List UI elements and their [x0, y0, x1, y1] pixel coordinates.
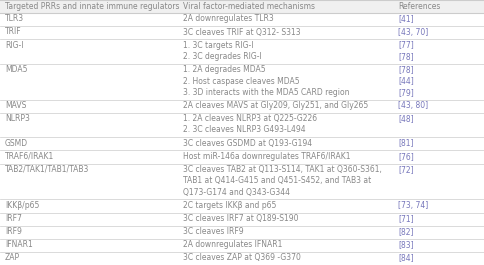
Text: [78]: [78] [398, 65, 414, 74]
Text: [43, 80]: [43, 80] [398, 101, 428, 110]
Bar [0, 0, 484, 13]
Text: [43, 70]: [43, 70] [398, 28, 428, 37]
Text: TLR3: TLR3 [5, 14, 24, 23]
Text: Viral factor-mediated mechanisms: Viral factor-mediated mechanisms [183, 2, 315, 11]
Text: RIG-I: RIG-I [5, 41, 24, 50]
Text: [48]: [48] [398, 114, 414, 123]
Text: 3C cleaves GSDMD at Q193-G194: 3C cleaves GSDMD at Q193-G194 [183, 139, 312, 148]
Text: TRIF: TRIF [5, 28, 22, 37]
Text: [81]: [81] [398, 139, 413, 148]
Text: [83]: [83] [398, 240, 414, 249]
Text: [41]: [41] [398, 14, 414, 23]
Text: 3C cleaves TRIF at Q312- S313: 3C cleaves TRIF at Q312- S313 [183, 28, 301, 37]
Text: [76]: [76] [398, 152, 414, 161]
Text: 3C cleaves IRF9: 3C cleaves IRF9 [183, 227, 243, 236]
Text: [79]: [79] [398, 88, 414, 97]
Text: 3C cleaves TAB2 at Q113-S114, TAK1 at Q360-S361,: 3C cleaves TAB2 at Q113-S114, TAK1 at Q3… [183, 165, 382, 174]
Text: 2. Host caspase cleaves MDA5: 2. Host caspase cleaves MDA5 [183, 77, 300, 86]
Text: IRF9: IRF9 [5, 227, 22, 236]
Text: 3. 3D interacts with the MDA5 CARD region: 3. 3D interacts with the MDA5 CARD regio… [183, 88, 349, 97]
Text: 2. 3C cleaves NLRP3 G493-L494: 2. 3C cleaves NLRP3 G493-L494 [183, 126, 305, 135]
Text: 2A downregulates TLR3: 2A downregulates TLR3 [183, 14, 274, 23]
Text: 2A cleaves MAVS at Gly209, Gly251, and Gly265: 2A cleaves MAVS at Gly209, Gly251, and G… [183, 101, 368, 110]
Text: TAB2/TAK1/TAB1/TAB3: TAB2/TAK1/TAB1/TAB3 [5, 165, 90, 174]
Text: 1. 2A cleaves NLRP3 at Q225-G226: 1. 2A cleaves NLRP3 at Q225-G226 [183, 114, 317, 123]
Text: MDA5: MDA5 [5, 65, 28, 74]
Text: [73, 74]: [73, 74] [398, 201, 428, 210]
Text: IFNAR1: IFNAR1 [5, 240, 33, 249]
Text: GSMD: GSMD [5, 139, 28, 148]
Text: 2C targets IKKβ and p65: 2C targets IKKβ and p65 [183, 201, 276, 210]
Text: [72]: [72] [398, 165, 414, 174]
Text: [77]: [77] [398, 41, 414, 50]
Text: IRF7: IRF7 [5, 214, 22, 223]
Text: IKKβ/p65: IKKβ/p65 [5, 201, 39, 210]
Text: [44]: [44] [398, 77, 414, 86]
Text: [71]: [71] [398, 214, 414, 223]
Text: 1. 3C targets RIG-I: 1. 3C targets RIG-I [183, 41, 254, 50]
Text: NLRP3: NLRP3 [5, 114, 30, 123]
Text: 1. 2A degrades MDA5: 1. 2A degrades MDA5 [183, 65, 266, 74]
Text: TAB1 at Q414-G415 and Q451-S452, and TAB3 at: TAB1 at Q414-G415 and Q451-S452, and TAB… [183, 176, 371, 185]
Text: References: References [398, 2, 440, 11]
Text: [78]: [78] [398, 52, 414, 61]
Text: [84]: [84] [398, 253, 414, 262]
Text: Q173-G174 and Q343-G344: Q173-G174 and Q343-G344 [183, 188, 290, 197]
Text: TRAF6/IRAK1: TRAF6/IRAK1 [5, 152, 54, 161]
Text: 3C cleaves IRF7 at Q189-S190: 3C cleaves IRF7 at Q189-S190 [183, 214, 299, 223]
Text: [82]: [82] [398, 227, 413, 236]
Text: Host miR-146a downregulates TRAF6/IRAK1: Host miR-146a downregulates TRAF6/IRAK1 [183, 152, 350, 161]
Text: 2. 3C degrades RIG-I: 2. 3C degrades RIG-I [183, 52, 262, 61]
Text: 3C cleaves ZAP at Q369 -G370: 3C cleaves ZAP at Q369 -G370 [183, 253, 301, 262]
Text: MAVS: MAVS [5, 101, 26, 110]
Text: 2A downregulates IFNAR1: 2A downregulates IFNAR1 [183, 240, 282, 249]
Text: ZAP: ZAP [5, 253, 20, 262]
Text: Targeted PRRs and innate immune regulators: Targeted PRRs and innate immune regulato… [5, 2, 180, 11]
